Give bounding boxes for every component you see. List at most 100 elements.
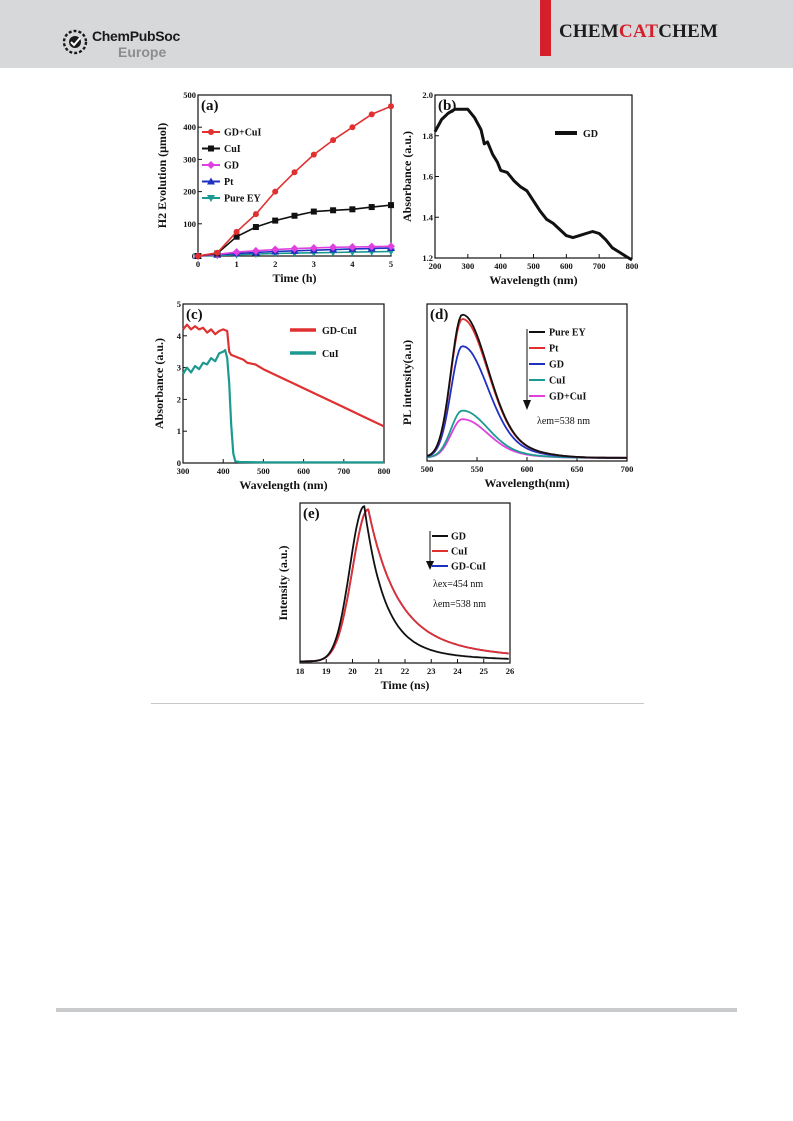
panel-label: (d) bbox=[430, 307, 448, 323]
y-tick-label: 0 bbox=[192, 251, 196, 261]
chart-panel-c: 300 400 500 600 700 800 0 1 2 3 4 5 (c) Wavelength (n… bbox=[151, 297, 397, 499]
x-tick-label: 5 bbox=[389, 259, 393, 269]
y-tick-label: 1 bbox=[177, 426, 181, 436]
data-point bbox=[329, 243, 338, 252]
x-tick-label: 600 bbox=[521, 464, 534, 474]
data-point bbox=[387, 242, 395, 251]
chempubsoc-logo-icon bbox=[62, 29, 88, 55]
legend-label: GD-CuI bbox=[322, 326, 357, 337]
series-line bbox=[426, 418, 627, 459]
chart-d: 500 550 600 650 700 (d) Wavelength(nm) PL inten… bbox=[400, 303, 634, 490]
x-tick-label: 700 bbox=[337, 466, 350, 476]
x-tick-label: 800 bbox=[626, 261, 639, 271]
page-header: ChemPubSoc Europe CHEMCATCHEM bbox=[0, 0, 793, 68]
chart-panel-a: 0 1 2 3 4 5 0 100 200 300 400 500 (a) Time (h) H2 Evol… bbox=[152, 88, 398, 294]
data-point bbox=[330, 137, 337, 144]
chart-a: 0 1 2 3 4 5 0 100 200 300 400 500 (a) Time (h) H2 Evol… bbox=[155, 90, 395, 285]
x-tick-label: 20 bbox=[348, 666, 357, 676]
y-tick-label: 1.4 bbox=[422, 212, 433, 222]
chart-c: 300 400 500 600 700 800 0 1 2 3 4 5 (c) Wavelength (n… bbox=[152, 299, 391, 492]
y-axis-label: Intensity (a.u.) bbox=[276, 545, 290, 620]
x-tick-label: 700 bbox=[621, 464, 634, 474]
x-tick-label: 300 bbox=[177, 466, 190, 476]
x-tick-label: 600 bbox=[297, 466, 310, 476]
chart-panel-d: 500 550 600 650 700 (d) Wavelength(nm) PL inten… bbox=[398, 297, 644, 499]
series-line bbox=[300, 508, 509, 663]
data-point bbox=[388, 202, 394, 209]
data-point bbox=[368, 111, 375, 118]
legend-arrow-head bbox=[426, 561, 434, 570]
chart-e: 18 19 20 21 22 23 24 25 26 (e) Time (ns) Intensity … bbox=[276, 502, 514, 692]
annotation: λem=538 nm bbox=[537, 416, 590, 427]
data-point bbox=[233, 233, 240, 240]
journal-title: CHEMCATCHEM bbox=[559, 21, 718, 43]
x-tick-label: 600 bbox=[560, 261, 573, 271]
plot-frame bbox=[434, 94, 633, 259]
y-tick-label: 1.6 bbox=[422, 172, 433, 182]
legend-marker bbox=[208, 145, 214, 152]
annotation-em: λem=538 nm bbox=[433, 599, 486, 610]
chart-b: 200 300 400 500 600 700 8001.21.41.61.82.0(b)W… bbox=[400, 90, 639, 287]
x-tick-label: 24 bbox=[453, 666, 462, 676]
y-axis-label: H2 Evolution (μmol) bbox=[155, 123, 169, 228]
legend-label: GD bbox=[451, 532, 466, 543]
data-point bbox=[272, 188, 279, 195]
x-tick-label: 1 bbox=[234, 259, 238, 269]
y-tick-label: 1.8 bbox=[422, 131, 433, 141]
x-tick-label: 0 bbox=[196, 259, 200, 269]
footer-divider bbox=[56, 1008, 737, 1012]
data-point bbox=[310, 151, 317, 158]
x-tick-label: 23 bbox=[427, 666, 436, 676]
x-tick-label: 2 bbox=[273, 259, 277, 269]
data-point bbox=[195, 253, 201, 259]
data-point bbox=[252, 224, 259, 231]
x-axis-label: Wavelength (nm) bbox=[489, 273, 577, 287]
series-line bbox=[182, 323, 385, 428]
legend-label: GD+CuI bbox=[224, 128, 261, 139]
data-point bbox=[310, 208, 317, 215]
legend-arrow-head bbox=[523, 400, 531, 410]
data-point bbox=[291, 212, 298, 219]
y-tick-label: 1.2 bbox=[422, 253, 433, 263]
chart-panel-e: 18 19 20 21 22 23 24 25 26 (e) Time (ns) Intensity … bbox=[274, 499, 518, 702]
data-point bbox=[291, 169, 298, 176]
x-tick-label: 400 bbox=[494, 261, 507, 271]
legend-label: Pt bbox=[549, 344, 559, 355]
y-tick-label: 5 bbox=[177, 299, 181, 309]
series-line bbox=[182, 348, 384, 464]
y-tick-label: 500 bbox=[183, 90, 196, 100]
panel-label: (c) bbox=[186, 307, 203, 323]
legend-label: GD-CuI bbox=[451, 562, 486, 573]
series-line bbox=[433, 107, 633, 262]
legend-label: Pt bbox=[224, 177, 234, 188]
data-point bbox=[388, 103, 394, 110]
y-tick-label: 4 bbox=[177, 331, 182, 341]
x-axis-label: Time (h) bbox=[272, 271, 316, 285]
y-tick-label: 3 bbox=[177, 363, 181, 373]
data-point bbox=[233, 228, 240, 235]
legend-label: CuI bbox=[549, 376, 566, 387]
panel-label: (a) bbox=[201, 98, 219, 114]
legend-label: CuI bbox=[322, 349, 339, 360]
plot-frame bbox=[197, 94, 392, 257]
logo-subtext: Europe bbox=[118, 44, 167, 60]
x-tick-label: 200 bbox=[429, 261, 442, 271]
data-point bbox=[232, 248, 241, 257]
panel-label: (e) bbox=[303, 506, 320, 522]
data-point bbox=[252, 211, 259, 218]
legend-label: GD+CuI bbox=[549, 392, 586, 403]
x-tick-label: 800 bbox=[378, 466, 391, 476]
data-point bbox=[271, 245, 280, 254]
legend-marker bbox=[207, 195, 215, 202]
legend-label: Pure EY bbox=[224, 194, 262, 205]
y-axis-label: Absorbance (a.u.) bbox=[152, 338, 166, 429]
legend-label: CuI bbox=[451, 547, 468, 558]
x-axis-label: Time (ns) bbox=[381, 678, 430, 692]
x-tick-label: 300 bbox=[461, 261, 474, 271]
y-tick-label: 200 bbox=[183, 187, 196, 197]
legend-label: GD bbox=[549, 360, 564, 371]
logo-text: ChemPubSoc bbox=[92, 28, 181, 44]
data-point bbox=[272, 217, 279, 224]
series-line bbox=[426, 409, 627, 459]
x-tick-label: 400 bbox=[217, 466, 230, 476]
